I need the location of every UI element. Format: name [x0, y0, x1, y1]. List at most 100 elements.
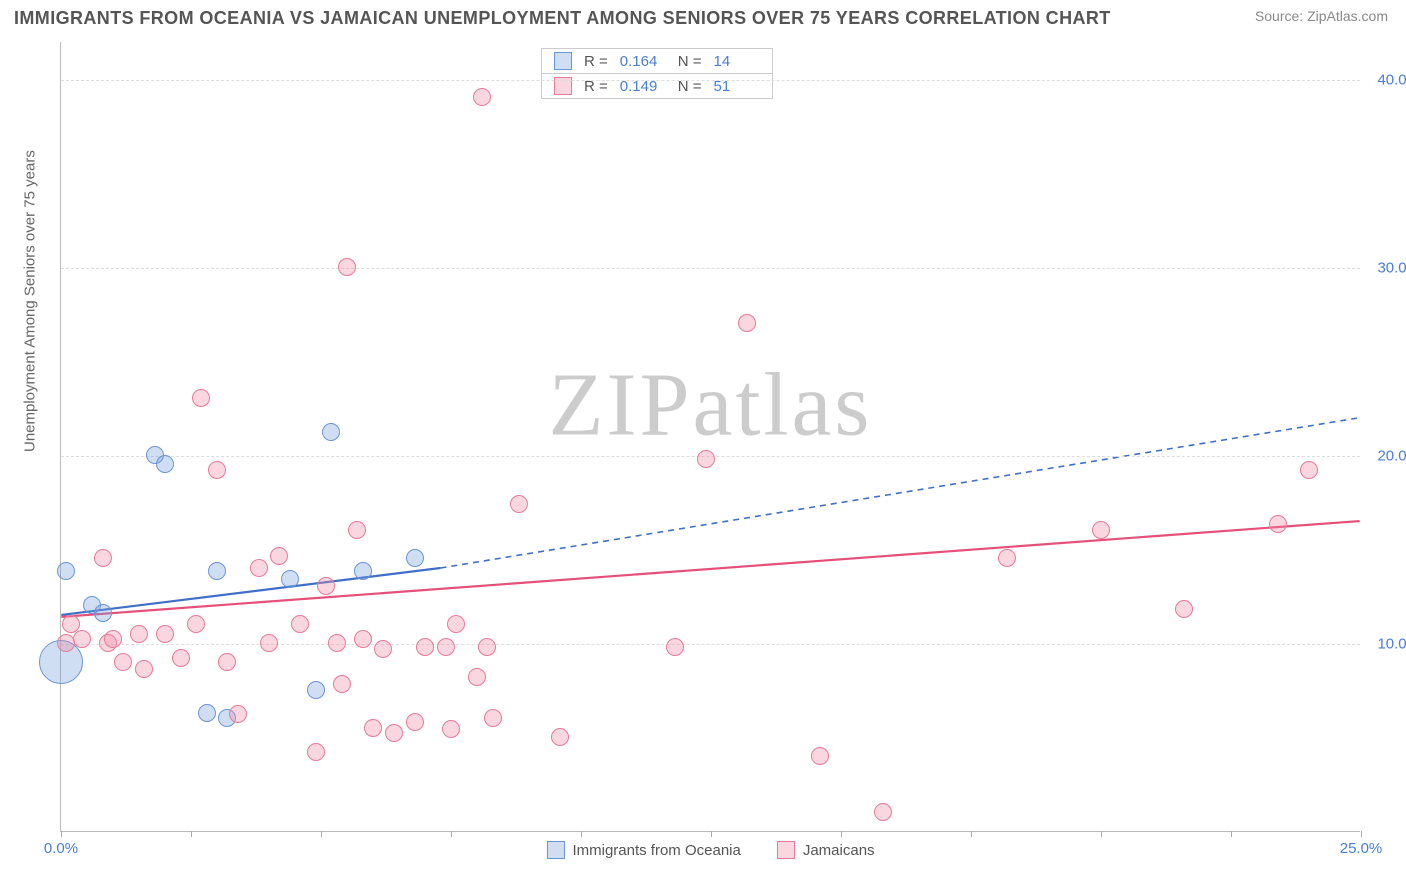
- data-point[interactable]: [666, 638, 684, 656]
- data-point[interactable]: [229, 705, 247, 723]
- legend-row: R =0.149N =51: [542, 74, 772, 98]
- trendline: [61, 568, 440, 615]
- series-name: Immigrants from Oceania: [572, 842, 740, 859]
- data-point[interactable]: [270, 547, 288, 565]
- data-point[interactable]: [328, 634, 346, 652]
- data-point[interactable]: [57, 562, 75, 580]
- x-tick-label: 25.0%: [1340, 840, 1383, 857]
- data-point[interactable]: [156, 625, 174, 643]
- data-point[interactable]: [385, 724, 403, 742]
- x-tick: [1101, 831, 1102, 837]
- data-point[interactable]: [738, 314, 756, 332]
- legend-n-label: N =: [678, 53, 702, 70]
- data-point[interactable]: [484, 709, 502, 727]
- data-point[interactable]: [135, 660, 153, 678]
- gridline: [61, 80, 1360, 81]
- data-point[interactable]: [317, 577, 335, 595]
- x-tick-label: 0.0%: [44, 840, 78, 857]
- series-name: Jamaicans: [803, 842, 875, 859]
- data-point[interactable]: [551, 728, 569, 746]
- source-label: Source:: [1255, 8, 1303, 24]
- data-point[interactable]: [406, 549, 424, 567]
- data-point[interactable]: [73, 630, 91, 648]
- data-point[interactable]: [406, 713, 424, 731]
- data-point[interactable]: [307, 681, 325, 699]
- data-point[interactable]: [208, 461, 226, 479]
- series-legend-item[interactable]: Jamaicans: [777, 841, 875, 859]
- correlation-legend: R = 0.164 N = 14 R =0.149N =51: [541, 48, 773, 99]
- x-tick: [711, 831, 712, 837]
- data-point[interactable]: [874, 803, 892, 821]
- data-point[interactable]: [114, 653, 132, 671]
- legend-r-label: R =: [584, 53, 608, 70]
- data-point[interactable]: [338, 258, 356, 276]
- x-tick: [61, 831, 62, 837]
- data-point[interactable]: [192, 389, 210, 407]
- watermark: ZIPatlas: [549, 353, 873, 456]
- legend-swatch: [554, 52, 572, 70]
- data-point[interactable]: [416, 638, 434, 656]
- legend-swatch: [546, 841, 564, 859]
- data-point[interactable]: [94, 549, 112, 567]
- series-legend-item[interactable]: Immigrants from Oceania: [546, 841, 740, 859]
- legend-swatch: [777, 841, 795, 859]
- data-point[interactable]: [442, 720, 460, 738]
- data-point[interactable]: [1300, 461, 1318, 479]
- data-point[interactable]: [437, 638, 455, 656]
- data-point[interactable]: [307, 743, 325, 761]
- data-point[interactable]: [291, 615, 309, 633]
- data-point[interactable]: [447, 615, 465, 633]
- data-point[interactable]: [697, 450, 715, 468]
- data-point[interactable]: [354, 630, 372, 648]
- x-tick: [581, 831, 582, 837]
- x-tick: [1231, 831, 1232, 837]
- data-point[interactable]: [187, 615, 205, 633]
- gridline: [61, 644, 1360, 645]
- y-tick-label: 20.0%: [1377, 447, 1406, 464]
- y-tick-label: 10.0%: [1377, 635, 1406, 652]
- trendlines-layer: [61, 42, 1360, 831]
- x-tick: [841, 831, 842, 837]
- data-point[interactable]: [172, 649, 190, 667]
- data-point[interactable]: [374, 640, 392, 658]
- data-point[interactable]: [998, 549, 1016, 567]
- data-point[interactable]: [281, 570, 299, 588]
- data-point[interactable]: [130, 625, 148, 643]
- y-tick-label: 30.0%: [1377, 259, 1406, 276]
- x-tick: [451, 831, 452, 837]
- x-tick: [1361, 831, 1362, 837]
- data-point[interactable]: [510, 495, 528, 513]
- x-tick: [191, 831, 192, 837]
- source-link[interactable]: ZipAtlas.com: [1307, 8, 1388, 24]
- data-point[interactable]: [333, 675, 351, 693]
- x-tick: [321, 831, 322, 837]
- data-point[interactable]: [468, 668, 486, 686]
- data-point[interactable]: [364, 719, 382, 737]
- data-point[interactable]: [1175, 600, 1193, 618]
- data-point[interactable]: [473, 88, 491, 106]
- data-point[interactable]: [208, 562, 226, 580]
- legend-row: R = 0.164 N = 14: [542, 49, 772, 74]
- plot-area: ZIPatlas R =0.164N =14R =0.149N =51 Immi…: [60, 42, 1360, 832]
- data-point[interactable]: [478, 638, 496, 656]
- data-point[interactable]: [218, 653, 236, 671]
- legend-r-value: 0.164: [620, 53, 666, 70]
- data-point[interactable]: [811, 747, 829, 765]
- data-point[interactable]: [94, 604, 112, 622]
- series-legend: Immigrants from Oceania Jamaicans: [546, 841, 874, 859]
- trendline-extrapolated: [440, 418, 1359, 568]
- data-point[interactable]: [348, 521, 366, 539]
- data-point[interactable]: [198, 704, 216, 722]
- data-point[interactable]: [1269, 515, 1287, 533]
- source-attribution: Source: ZipAtlas.com: [1255, 8, 1388, 24]
- legend-n-value: 14: [714, 53, 760, 70]
- data-point[interactable]: [1092, 521, 1110, 539]
- data-point[interactable]: [260, 634, 278, 652]
- chart-container: Unemployment Among Seniors over 75 years…: [30, 42, 1390, 862]
- data-point[interactable]: [250, 559, 268, 577]
- gridline: [61, 268, 1360, 269]
- data-point[interactable]: [322, 423, 340, 441]
- data-point[interactable]: [354, 562, 372, 580]
- data-point[interactable]: [156, 455, 174, 473]
- data-point[interactable]: [104, 630, 122, 648]
